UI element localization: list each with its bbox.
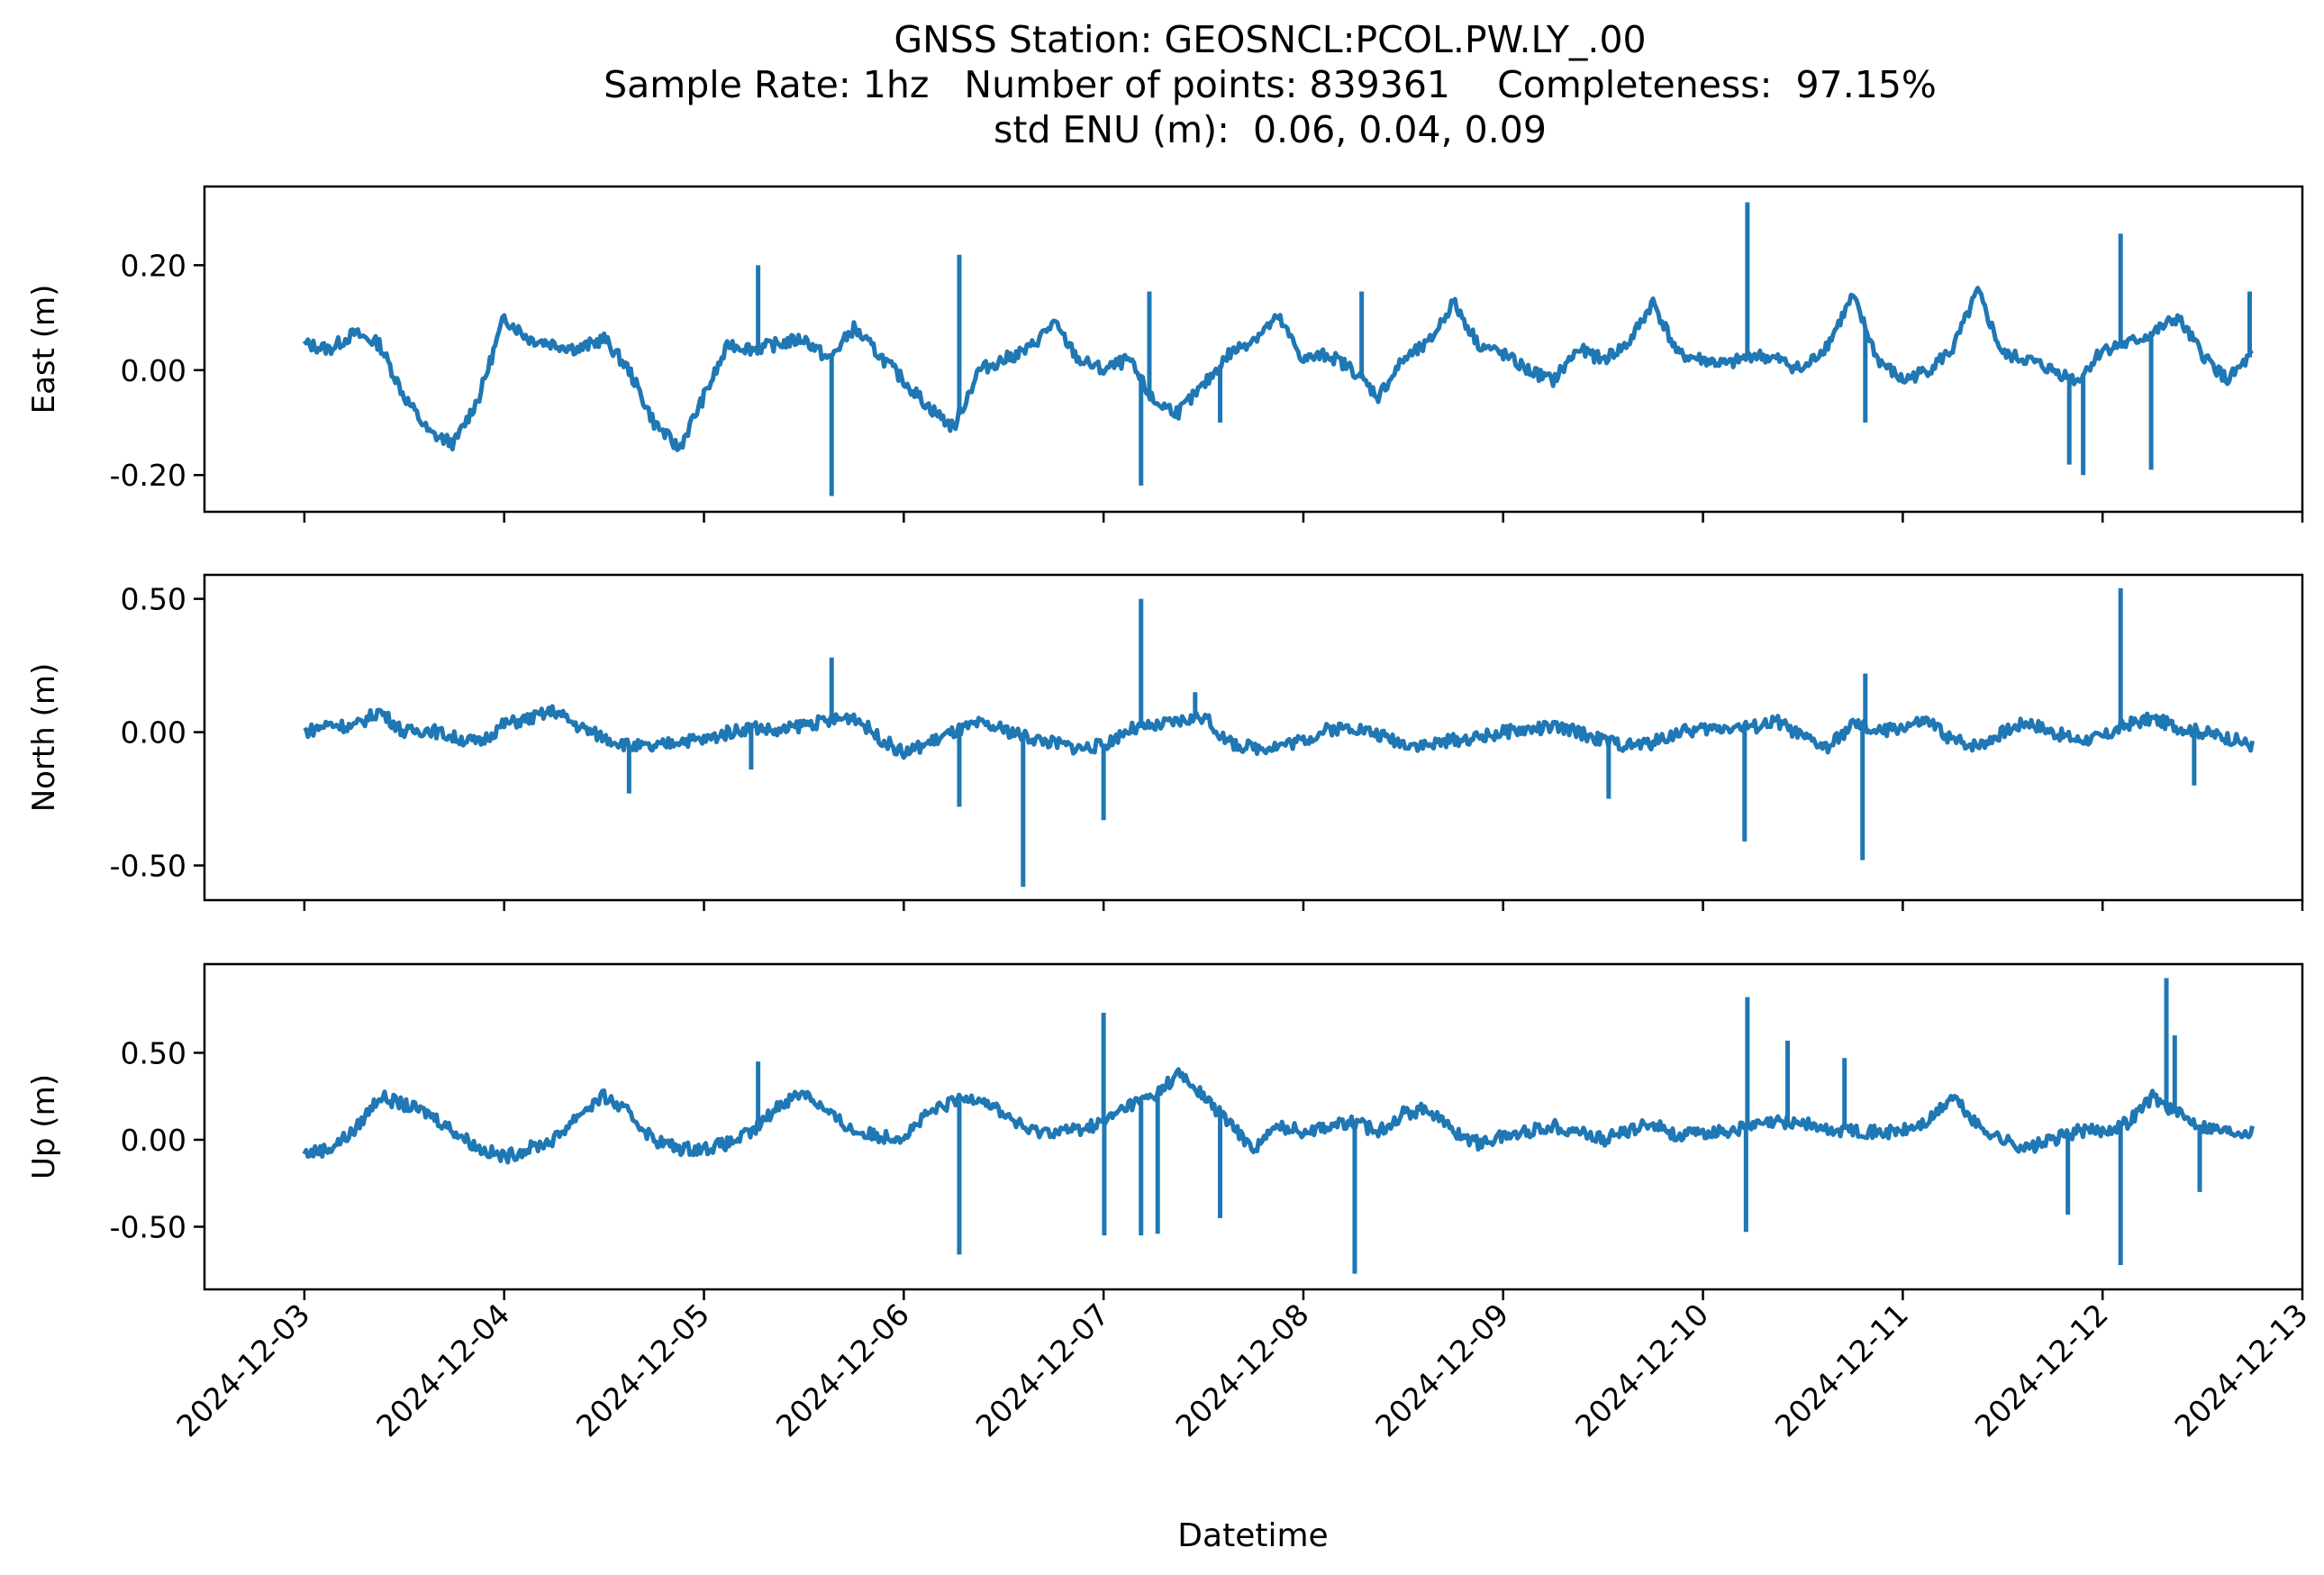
north-y-tick-label: 0.50 bbox=[121, 582, 186, 617]
x-tick-label: 2024-12-07 bbox=[969, 1297, 1116, 1443]
x-tick-label: 2024-12-04 bbox=[369, 1297, 516, 1443]
east-axes-frame bbox=[203, 185, 2304, 514]
chart-title-line-2: Sample Rate: 1hz Number of points: 83936… bbox=[604, 63, 1937, 106]
east-y-tick-label: 0.20 bbox=[121, 248, 186, 283]
x-tick-label: 2024-12-09 bbox=[1368, 1297, 1515, 1443]
north-series-line bbox=[303, 704, 2255, 760]
x-tick-label: 2024-12-08 bbox=[1168, 1297, 1315, 1443]
subplots: 0.20 0.00 -0.20 East (m) 0.50 0.00 -0.50 North … bbox=[26, 185, 2315, 1443]
north-y-tick-label: 0.00 bbox=[121, 715, 186, 751]
x-tick-label: 2024-12-11 bbox=[1768, 1297, 1915, 1443]
subplot-east: 0.20 0.00 -0.20 East (m) bbox=[26, 185, 2304, 523]
east-y-tick-label: 0.00 bbox=[121, 353, 186, 388]
subplot-north: 0.50 0.00 -0.50 North (m) bbox=[26, 573, 2304, 911]
up-y-tick-label: -0.50 bbox=[110, 1210, 186, 1245]
east-y-tick-label: -0.20 bbox=[110, 458, 186, 493]
east-y-axis-label: East (m) bbox=[26, 285, 62, 414]
x-tick-label: 2024-12-13 bbox=[2167, 1297, 2314, 1443]
x-tick-label: 2024-12-12 bbox=[1968, 1297, 2115, 1443]
chart-title-line-1: GNSS Station: GEOSNCL:PCOL.PW.LY_.00 bbox=[894, 18, 1647, 61]
north-y-tick-label: -0.50 bbox=[110, 849, 186, 884]
east-series-line bbox=[302, 286, 2254, 452]
chart-title-line-3: std ENU (m): 0.06, 0.04, 0.09 bbox=[994, 108, 1547, 151]
up-y-tick-label: 0.00 bbox=[121, 1123, 186, 1158]
up-y-tick-label: 0.50 bbox=[121, 1035, 186, 1070]
x-tick-label: 2024-12-03 bbox=[169, 1297, 316, 1443]
subplot-up: 0.50 0.00 -0.50 Up (m) 2024-12-03 2024-12-04 2… bbox=[26, 962, 2315, 1443]
x-tick-label: 2024-12-10 bbox=[1568, 1297, 1715, 1443]
north-y-axis-label: North (m) bbox=[26, 663, 62, 813]
x-tick-label: 2024-12-05 bbox=[569, 1297, 716, 1443]
x-tick-label: 2024-12-06 bbox=[769, 1297, 916, 1443]
up-series-line bbox=[302, 1067, 2255, 1165]
up-axes-frame bbox=[203, 962, 2304, 1291]
up-y-axis-label: Up (m) bbox=[26, 1074, 62, 1179]
x-axis-label: Datetime bbox=[1177, 1517, 1328, 1554]
north-axes-frame bbox=[203, 573, 2304, 902]
